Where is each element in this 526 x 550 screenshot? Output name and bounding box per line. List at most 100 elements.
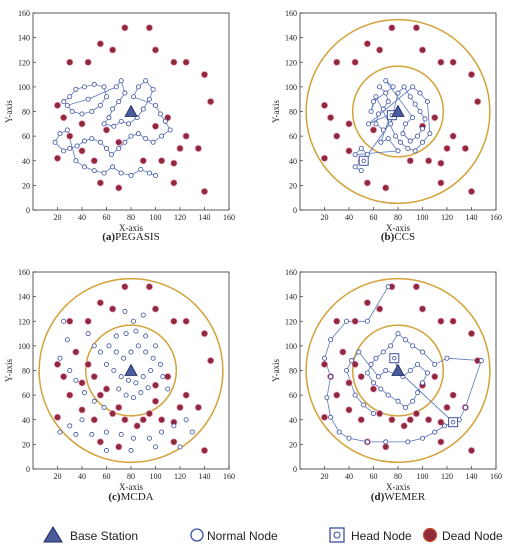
normal-node (81, 138, 87, 144)
plot-area (305, 277, 491, 464)
normal-node (61, 318, 67, 324)
normal-node (106, 115, 112, 121)
dead-node (406, 416, 414, 424)
normal-node (130, 395, 136, 401)
normal-node (104, 448, 110, 454)
dead-node (382, 443, 390, 451)
normal-node (73, 86, 79, 92)
normal-node (383, 90, 389, 96)
y-axis-label: Y-axis (271, 359, 281, 382)
normal-node (118, 432, 124, 438)
normal-node (111, 367, 117, 373)
normal-node (143, 349, 149, 355)
normal-node (410, 84, 416, 90)
normal-node (385, 136, 391, 142)
dead-node (449, 132, 457, 140)
y-tick-label: 140 (18, 34, 30, 43)
normal-node (368, 109, 374, 115)
x-tick-label: 140 (466, 213, 478, 222)
normal-node (364, 370, 370, 376)
normal-node (352, 164, 358, 170)
normal-node (400, 131, 406, 137)
x-tick-label: 120 (174, 213, 186, 222)
normal-node (91, 398, 97, 404)
normal-node (108, 152, 114, 158)
dead-node (78, 120, 86, 128)
normal-node (424, 370, 430, 376)
normal-node (390, 84, 396, 90)
y-tick-label: 20 (22, 181, 30, 190)
normal-node (143, 78, 149, 84)
dead-node (78, 379, 86, 387)
normal-node (79, 111, 85, 117)
y-tick-label: 80 (289, 367, 297, 376)
normal-node (67, 145, 73, 151)
normal-node (128, 173, 134, 179)
normal-node (370, 380, 376, 386)
dead-node (449, 317, 457, 325)
y-tick-label: 100 (285, 83, 297, 92)
dead-node (182, 391, 190, 399)
x-tick-label: 20 (54, 472, 62, 481)
panel-pegasis: 20 40 60 80 100 120 140 160 0 20 40 60 80 100 120 140 16… (4, 9, 235, 243)
normal-node (405, 439, 411, 445)
x-axis-label: X-axis (386, 223, 410, 233)
normal-node (122, 139, 128, 145)
dead-node (133, 422, 141, 430)
ring-1 (351, 65, 445, 158)
normal-node (67, 94, 73, 100)
panels-group: 20 40 60 80 100 120 140 160 0 20 40 60 80 100 120 140 16… (4, 9, 502, 503)
dead-node (443, 403, 451, 411)
normal-node (380, 349, 386, 355)
y-tick-label: 0 (26, 465, 30, 474)
normal-node (121, 355, 127, 361)
dead-node (60, 114, 68, 122)
dead-node (109, 305, 117, 313)
x-tick-label: 160 (223, 472, 235, 481)
y-tick-label: 160 (18, 268, 30, 277)
normal-node (69, 109, 75, 115)
normal-node (402, 121, 408, 127)
normal-node (152, 444, 158, 450)
panel-mcda: 20 40 60 80 100 120 140 160 0 20 40 60 80 100 120 140 16… (4, 268, 235, 503)
normal-node (375, 374, 381, 380)
y-tick-label: 40 (289, 416, 297, 425)
y-tick-label: 160 (285, 268, 297, 277)
dead-node (357, 416, 365, 424)
dead-node (170, 317, 178, 325)
normal-node (97, 349, 103, 355)
normal-node (346, 435, 352, 441)
normal-node (417, 90, 423, 96)
normal-node (328, 374, 334, 380)
normal-node (157, 361, 163, 367)
dead-node (200, 71, 209, 79)
plot-area (305, 18, 491, 205)
normal-node (111, 123, 117, 129)
dead-node (96, 40, 104, 48)
normal-node (138, 390, 144, 396)
y-tick-label: 20 (289, 181, 297, 190)
x-tick-label: 80 (394, 472, 402, 481)
normal-node (380, 127, 386, 133)
dead-node (109, 410, 117, 418)
dead-node (345, 379, 353, 387)
normal-node (395, 398, 401, 404)
y-tick-label: 120 (285, 58, 297, 67)
normal-node (104, 145, 110, 151)
dead-node (474, 98, 482, 106)
dead-node (115, 138, 123, 146)
dead-node (339, 348, 347, 356)
normal-node (123, 392, 129, 398)
panel-caption-letter: (d) (371, 491, 385, 503)
panel-caption-letter: (a) (102, 231, 115, 243)
x-tick-label: 60 (370, 213, 378, 222)
x-tick-label: 100 (150, 213, 162, 222)
normal-node (395, 148, 401, 154)
dead-node (53, 413, 62, 421)
dead-node (96, 179, 104, 187)
panel-caption-name: MCDA (121, 491, 154, 503)
normal-node (432, 361, 438, 367)
dead-node (151, 381, 160, 389)
normal-node (122, 308, 128, 314)
normal-node (397, 139, 403, 145)
